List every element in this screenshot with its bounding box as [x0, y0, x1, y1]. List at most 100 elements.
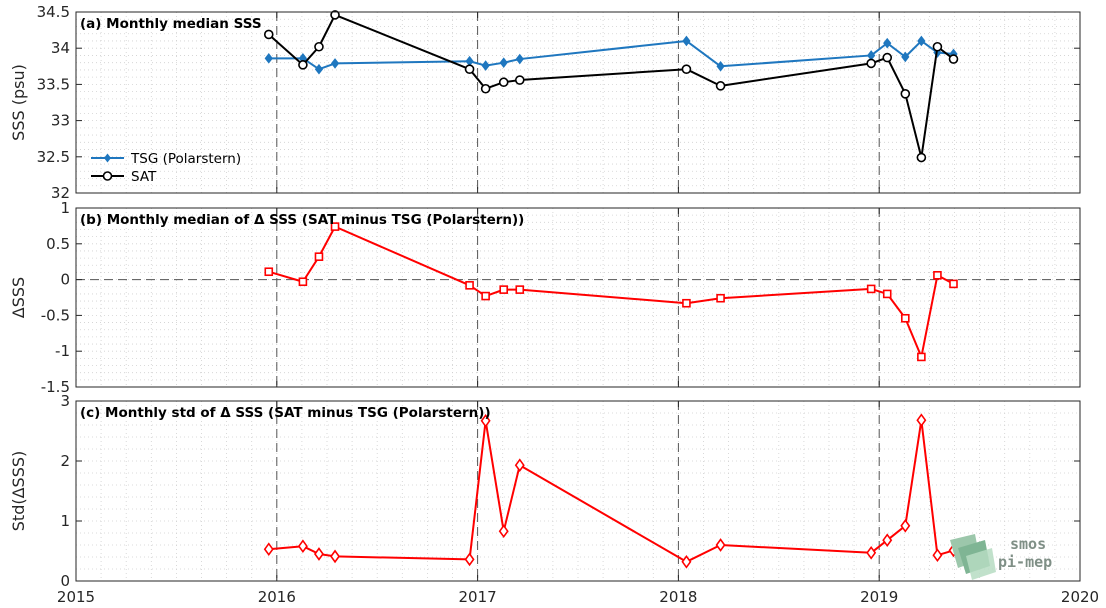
series-line: [268, 225, 954, 358]
data-point: [716, 60, 725, 72]
data-point: [298, 60, 308, 70]
data-point: [499, 285, 509, 294]
data-point: [515, 285, 525, 294]
y-tick-label: -1.5: [41, 378, 70, 396]
panel-title: (a) Monthly median SSS: [80, 16, 262, 32]
legend-label: SAT: [131, 169, 157, 185]
data-point: [498, 77, 509, 88]
plot-frame: [75, 11, 1081, 194]
data-point: [298, 277, 308, 287]
data-point: [514, 75, 525, 85]
data-point: [948, 54, 959, 64]
plot-frame: [75, 207, 1081, 388]
data-point: [866, 545, 877, 560]
data-point: [933, 271, 942, 280]
series-2: [263, 10, 959, 163]
data-point: [464, 64, 475, 74]
smos-pimep-logo: smos pi-mep: [950, 534, 1052, 580]
data-point: [866, 284, 876, 294]
data-point: [916, 413, 927, 428]
y-tick-label: 32: [51, 184, 70, 202]
data-point: [480, 413, 491, 428]
panels: 32 32.5 33 33.5 34 34.5 SSS (psu) (a) Monthly m…: [9, 3, 1099, 606]
y-tick-label: 33: [51, 112, 70, 130]
data-point: [882, 289, 892, 299]
plot-frame: [75, 400, 1081, 582]
plot-area: [76, 401, 1080, 581]
x-tick-label: 2020: [1061, 588, 1099, 606]
data-point: [465, 281, 474, 290]
data-point: [917, 352, 926, 362]
data-point: [481, 60, 490, 71]
data-point: [883, 37, 892, 49]
data-point: [481, 291, 490, 301]
data-point: [932, 41, 943, 52]
data-point: [297, 539, 308, 554]
y-tick-label: 0.5: [46, 235, 70, 253]
panel-title: (b) Monthly median of Δ SSS (SAT minus T…: [80, 212, 524, 228]
y-tick-label: 1: [60, 512, 70, 530]
y-tick-label: 33.5: [37, 75, 70, 93]
panel-a: 32 32.5 33 33.5 34 34.5 SSS (psu) (a) Monthly m…: [9, 3, 1081, 202]
data-point: [882, 52, 893, 63]
data-point: [514, 458, 525, 473]
data-point: [682, 35, 691, 47]
data-point: [715, 81, 726, 91]
data-point: [916, 152, 927, 163]
data-point: [313, 547, 324, 561]
data-point: [901, 313, 910, 323]
legend-label: TSG (Polarstern): [130, 151, 241, 167]
data-point: [716, 293, 725, 303]
data-point: [715, 538, 726, 552]
grid: [75, 207, 1081, 388]
y-tick-label: 34: [51, 39, 70, 57]
data-point: [314, 63, 324, 75]
logo-mark-icon: [950, 534, 996, 580]
data-point: [314, 252, 324, 261]
y-axis-label: ΔSSS: [9, 277, 28, 318]
y-tick-label: 34.5: [37, 3, 70, 21]
y-tick-label: -0.5: [41, 306, 70, 324]
y-tick-label: 1: [60, 199, 70, 217]
data-point: [314, 41, 324, 52]
logo-line1: smos: [1010, 535, 1046, 553]
data-point: [882, 533, 893, 548]
y-axis-label: SSS (psu): [9, 64, 28, 141]
data-point: [932, 548, 943, 563]
panel-title: (c) Monthly std of Δ SSS (SAT minus TSG …: [80, 405, 491, 421]
data-point: [263, 542, 274, 557]
series-line: [268, 39, 954, 71]
data-point: [464, 552, 475, 567]
legend-marker: [102, 171, 113, 181]
plot-area: [76, 12, 1080, 193]
data-point: [917, 35, 926, 47]
data-point: [264, 53, 273, 64]
series-line: [268, 13, 955, 159]
data-point: [900, 518, 911, 533]
y-axis-label: Std(ΔSSS): [9, 451, 28, 531]
series-1: [263, 413, 959, 569]
data-point: [682, 298, 691, 308]
data-point: [681, 554, 692, 569]
series-1: [264, 222, 958, 362]
panel-c: 0 1 2 3 2015 2016 2017 2018 2019 2020 Std(ΔSSS) (c)…: [9, 392, 1099, 606]
logo-line2: pi-mep: [998, 553, 1052, 571]
y-tick-label: 32.5: [37, 148, 70, 166]
data-point: [330, 222, 340, 231]
x-tick-label: 2017: [459, 588, 497, 606]
data-point: [264, 267, 274, 277]
data-point: [499, 57, 508, 68]
y-tick-label: 2: [60, 452, 70, 470]
x-tick-label: 2018: [659, 588, 697, 606]
x-tick-label: 2016: [258, 588, 296, 606]
x-tick-label: 2019: [860, 588, 898, 606]
legend: TSG (Polarstern) SAT: [91, 151, 241, 185]
data-point: [900, 89, 911, 99]
x-tick-label: 2015: [57, 588, 95, 606]
data-point: [949, 279, 958, 289]
data-point: [330, 549, 341, 564]
panel-b: -1.5 -1 -0.5 0 0.5 1 ΔSSS (b) Monthly median of…: [9, 199, 1081, 396]
plot-area: [76, 208, 1080, 387]
series-line: [268, 419, 954, 563]
